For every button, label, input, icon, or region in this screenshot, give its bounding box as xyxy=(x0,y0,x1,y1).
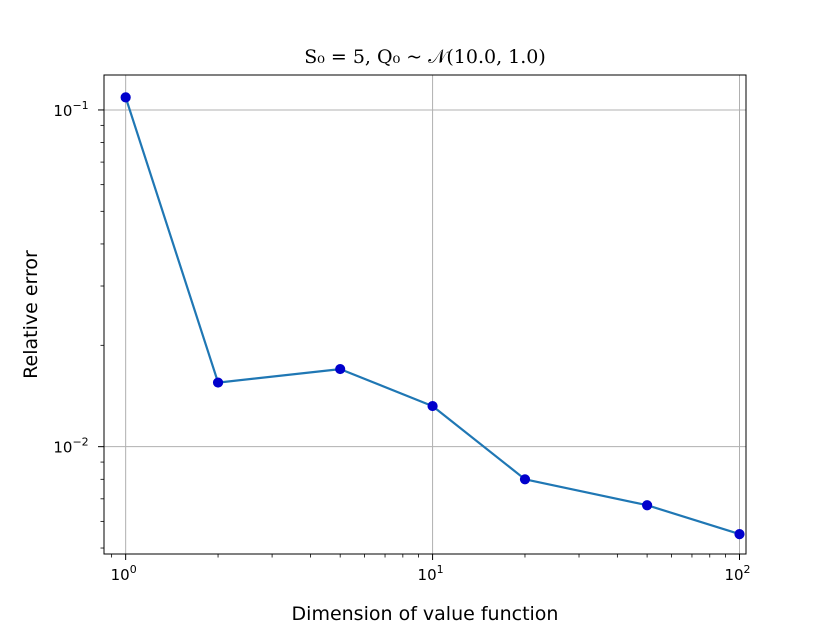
y-tick-label: 10−1 xyxy=(53,99,88,120)
x-tick-label: 100 xyxy=(111,563,137,584)
x-tick-label: 101 xyxy=(418,563,444,584)
y-axis-label: Relative error xyxy=(20,250,42,379)
x-tick-label: 102 xyxy=(724,563,750,584)
data-point xyxy=(212,377,224,388)
plot-frame xyxy=(103,74,747,555)
y-tick-label: 10−2 xyxy=(53,436,88,457)
x-axis-label: Dimension of value function xyxy=(292,603,559,623)
series xyxy=(120,92,745,540)
chart-title: S₀ = 5, Q₀ ~ 𝒩(10.0, 1.0) xyxy=(304,46,546,68)
data-point xyxy=(120,92,131,103)
major-ticks: 100 101 102 10−2 10−1 xyxy=(53,99,750,584)
data-point xyxy=(519,474,531,485)
data-point xyxy=(427,400,438,412)
grid xyxy=(104,75,746,554)
data-point xyxy=(335,363,346,375)
minor-ticks xyxy=(100,124,726,558)
data-point xyxy=(734,528,745,540)
data-point xyxy=(642,500,653,511)
